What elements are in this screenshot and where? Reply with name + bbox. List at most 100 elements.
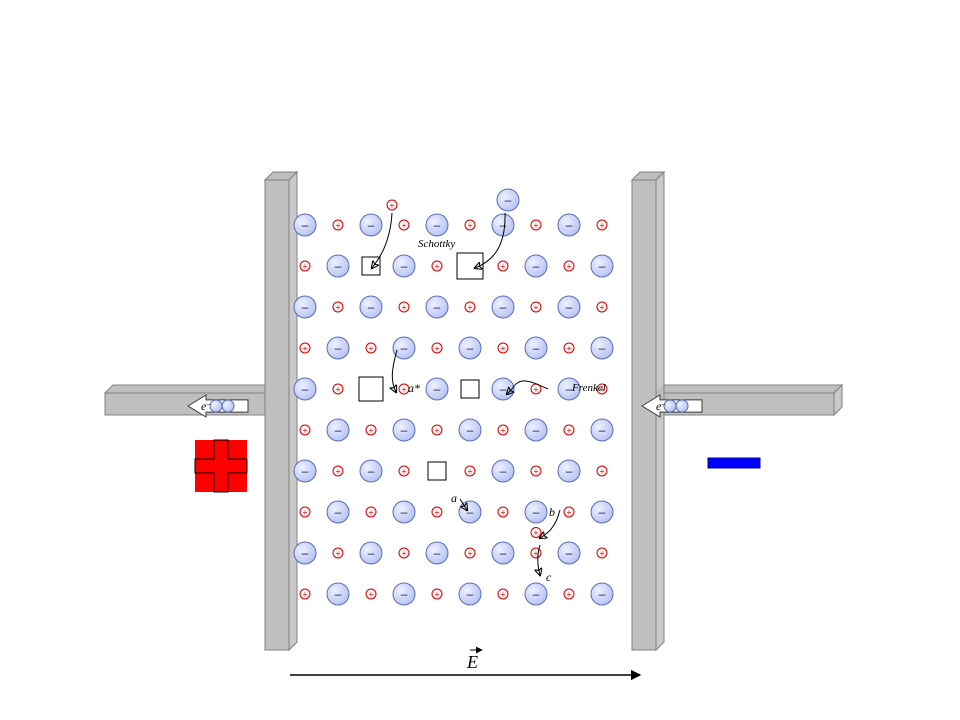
cation: + [465,466,475,476]
cation: + [300,343,310,353]
svg-text:+: + [435,590,440,599]
svg-text:–: – [335,423,342,437]
anion: – [591,501,613,523]
label-E: E [466,650,482,672]
cation: + [432,261,442,271]
anion: – [393,255,415,277]
anion: – [591,337,613,359]
anion: – [360,214,382,236]
svg-text:+: + [468,221,473,230]
svg-text:–: – [533,341,540,355]
vacancy [461,380,479,398]
svg-text:–: – [401,341,408,355]
svg-text:+: + [402,549,407,558]
svg-text:–: – [533,505,540,519]
cation: + [300,507,310,517]
svg-text:–: – [335,341,342,355]
svg-text:–: – [467,341,474,355]
label-c: c [546,570,552,584]
svg-text:+: + [402,303,407,312]
cation: + [531,220,541,230]
cation: + [564,589,574,599]
cation: + [333,220,343,230]
ion-lattice: –+–+–+–+–++––++–+––+–+–+–+–++–+–+–+–+––+… [294,189,613,605]
svg-text:+: + [567,344,572,353]
anion: – [459,583,481,605]
svg-text:+: + [336,549,341,558]
svg-text:+: + [369,344,374,353]
anion: – [393,419,415,441]
cation: + [498,261,508,271]
cation: + [399,548,409,558]
svg-text:–: – [401,259,408,273]
cation: + [597,220,607,230]
svg-text:+: + [501,344,506,353]
anion: – [525,583,547,605]
svg-text:+: + [336,221,341,230]
anion: – [525,337,547,359]
cation: + [498,425,508,435]
cation: + [531,466,541,476]
cation: + [366,425,376,435]
cation: + [432,507,442,517]
svg-text:–: – [500,464,507,478]
label-schottky: Schottky [418,238,455,250]
cathode-minus-icon [708,458,760,468]
svg-text:+: + [435,344,440,353]
svg-text:+: + [303,426,308,435]
cation: + [300,261,310,271]
svg-text:+: + [534,221,539,230]
svg-text:–: – [533,587,540,601]
svg-text:+: + [534,385,539,394]
cation: + [432,589,442,599]
cation: + [597,302,607,312]
svg-text:–: – [467,505,474,519]
cation: + [564,425,574,435]
svg-text:–: – [368,218,375,232]
cation: + [399,466,409,476]
svg-text:+: + [369,426,374,435]
svg-text:–: – [500,382,507,396]
cation: + [564,261,574,271]
cation: + [498,343,508,353]
svg-text:–: – [302,464,309,478]
svg-text:+: + [402,467,407,476]
svg-text:–: – [335,259,342,273]
svg-text:+: + [600,549,605,558]
anion: – [558,542,580,564]
svg-text:–: – [434,218,441,232]
svg-text:+: + [435,426,440,435]
svg-text:+: + [567,590,572,599]
cation: + [399,302,409,312]
svg-text:+: + [303,344,308,353]
anion: – [525,419,547,441]
anion: – [360,296,382,318]
svg-text:–: – [302,382,309,396]
svg-text:+: + [534,303,539,312]
anion: – [393,501,415,523]
anion: – [393,583,415,605]
anion: – [591,583,613,605]
anion: – [294,542,316,564]
cation: + [333,302,343,312]
anion: – [558,460,580,482]
svg-text:–: – [467,587,474,601]
svg-text:+: + [390,201,395,210]
cation: + [498,507,508,517]
svg-text:–: – [302,218,309,232]
svg-text:–: – [368,464,375,478]
anion: – [492,542,514,564]
cation: + [564,507,574,517]
anion: – [360,542,382,564]
svg-text:–: – [599,341,606,355]
label-a-star: a* [408,381,420,395]
svg-text:+: + [501,590,506,599]
svg-text:+: + [303,508,308,517]
cation: + [564,343,574,353]
label-frenkel: Frenkel [571,382,606,394]
svg-text:+: + [501,508,506,517]
anion: – [525,501,547,523]
anion: – [558,214,580,236]
ejected-cation: + [387,200,397,210]
cation: + [366,589,376,599]
